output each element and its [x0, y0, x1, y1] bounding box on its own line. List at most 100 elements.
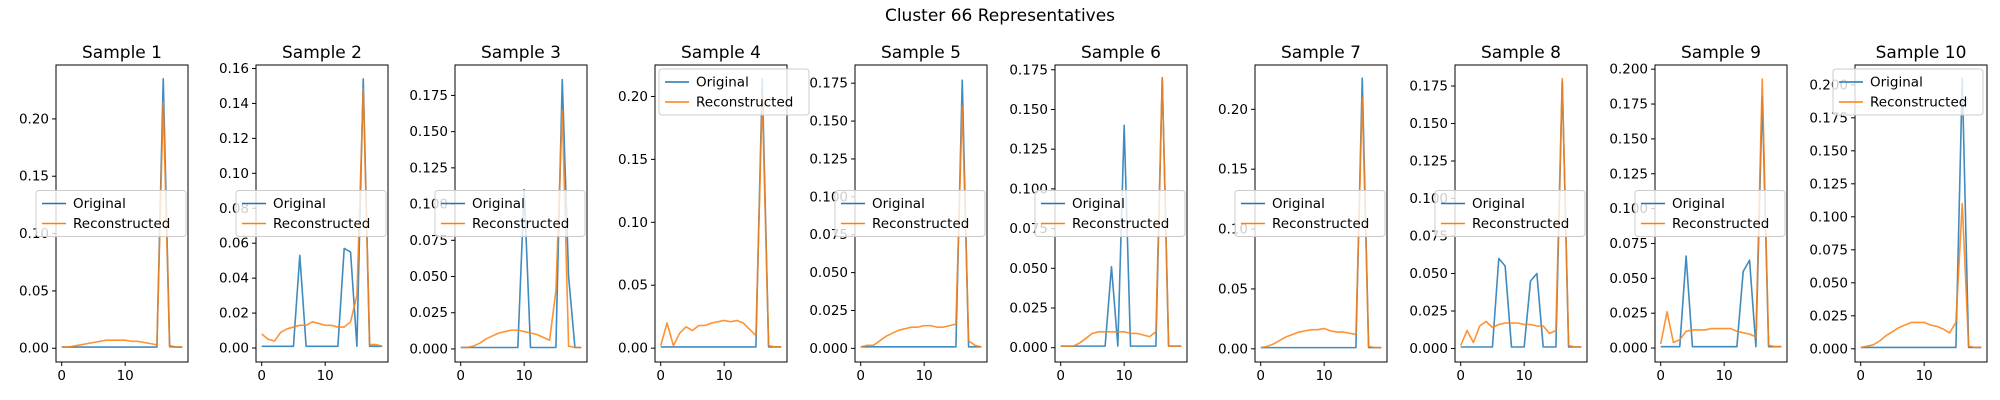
subplot-10-ytick-label: 0.000	[1809, 341, 1848, 357]
subplot-7-title: Sample 7	[1281, 43, 1361, 63]
subplot-9-legend-label-original: Original	[1672, 196, 1725, 212]
subplot-7-xtick-label: 0	[1256, 368, 1265, 384]
subplot-3-legend-label-reconstructed: Reconstructed	[472, 216, 569, 232]
subplot-9-legend-label-reconstructed: Reconstructed	[1672, 216, 1769, 232]
subplot-10-series-original	[1860, 77, 1982, 349]
subplot-4-ytick-label: 0.05	[618, 278, 648, 294]
subplot-1-title: Sample 1	[82, 43, 162, 63]
subplot-6-xtick-label: 10	[1116, 368, 1133, 384]
subplot-1-ytick-label: 0.15	[19, 169, 49, 185]
subplot-1-ytick-label: 0.00	[19, 341, 49, 357]
subplot-3-legend-box	[434, 190, 586, 237]
subplot-3-title: Sample 3	[481, 43, 561, 63]
subplot-2-legend-box	[235, 190, 387, 237]
subplot-7-ytick-label: 0.15	[1218, 162, 1248, 178]
subplot-1-series-reconstructed	[61, 100, 183, 348]
subplot-9-ytick-label: 0.200	[1609, 62, 1648, 78]
subplot-1-legend-label-reconstructed: Reconstructed	[73, 216, 170, 232]
subplot-5-ytick-label: 0.000	[809, 341, 848, 357]
subplot-7-series-reconstructed	[1260, 96, 1382, 349]
subplot-5-legend-label-reconstructed: Reconstructed	[872, 216, 969, 232]
subplot-2-ytick-label: 0.00	[219, 341, 249, 357]
subplot-10-ytick-label: 0.100	[1809, 209, 1848, 225]
subplot-8-ytick-label: 0.000	[1409, 341, 1448, 357]
subplot-5-title: Sample 5	[881, 43, 961, 63]
subplot-7-legend: Original Reconstructed	[1234, 190, 1386, 237]
subplot-10-ytick-label: 0.025	[1809, 308, 1848, 324]
subplot-9-ytick-label: 0.075	[1609, 236, 1648, 252]
subplot-4-legend-label-original: Original	[696, 75, 749, 91]
subplot-10-legend-box	[1832, 68, 1984, 116]
subplot-9-ytick-label: 0.000	[1609, 341, 1648, 357]
subplot-6-legend: Original Reconstructed	[1034, 190, 1186, 237]
subplot-8-legend-label-original: Original	[1472, 196, 1525, 212]
subplot-9-ytick-label: 0.150	[1609, 131, 1648, 147]
subplot-4-series-reconstructed	[659, 95, 782, 348]
subplot-1-xtick-label: 10	[117, 368, 134, 384]
subplot-10-xtick-label: 0	[1856, 368, 1865, 384]
subplot-9-ytick-label: 0.125	[1609, 166, 1648, 182]
subplot-1-legend-box	[35, 190, 187, 237]
subplot-8-ytick-label: 0.050	[1409, 266, 1448, 282]
subplot-1-ytick-label: 0.05	[19, 283, 49, 299]
subplot-6-ytick-label: 0.150	[1009, 102, 1048, 118]
subplot-5-ytick-label: 0.150	[809, 114, 848, 130]
subplot-9-legend: Original Reconstructed	[1634, 190, 1786, 237]
subplot-9: Sample 90.0000.0250.0500.0750.1000.1250.…	[1609, 43, 1788, 384]
subplot-5: Sample 50.0000.0250.0500.0750.1000.1250.…	[809, 43, 988, 384]
subplot-2: Sample 20.000.020.040.060.080.100.120.14…	[219, 43, 389, 384]
subplot-2-xtick-label: 0	[257, 368, 266, 384]
subplot-5-legend: Original Reconstructed	[834, 190, 986, 237]
subplot-3-ytick-label: 0.150	[409, 124, 448, 140]
subplot-8-ytick-label: 0.125	[1409, 154, 1448, 170]
subplot-1-xtick-label: 0	[57, 368, 66, 384]
subplot-2-ytick-label: 0.06	[219, 236, 249, 252]
subplot-7-ytick-label: 0.00	[1218, 341, 1248, 357]
subplot-8-ytick-label: 0.150	[1409, 116, 1448, 132]
subplot-2-series-reconstructed	[261, 88, 383, 348]
subplot-6-legend-label-reconstructed: Reconstructed	[1072, 216, 1169, 232]
subplot-6-title: Sample 6	[1081, 43, 1161, 63]
subplot-10-legend-label-reconstructed: Reconstructed	[1870, 95, 1967, 111]
subplot-6-ytick-label: 0.125	[1009, 142, 1048, 158]
subplot-6: Sample 60.0000.0250.0500.0750.1000.1250.…	[1009, 43, 1188, 384]
subplot-9-title: Sample 9	[1681, 43, 1761, 63]
subplot-4-ytick-label: 0.00	[618, 341, 648, 357]
subplot-6-ytick-label: 0.025	[1009, 301, 1048, 317]
subplot-3: Sample 30.0000.0250.0500.0750.1000.1250.…	[409, 43, 588, 384]
subplot-6-series-reconstructed	[1060, 76, 1182, 347]
subplot-1-legend-label-original: Original	[73, 196, 126, 212]
subplot-10-series-reconstructed	[1860, 202, 1982, 349]
subplot-4-frame	[654, 64, 788, 363]
subplot-2-ytick-label: 0.12	[219, 131, 249, 147]
subplot-1: Sample 10.000.050.100.150.200 10OriginalR…	[19, 43, 189, 384]
subplot-3-xtick-label: 0	[456, 368, 465, 384]
subplot-7-legend-box	[1234, 190, 1386, 237]
subplot-3-ytick-label: 0.025	[409, 305, 448, 321]
subplot-6-ytick-label: 0.175	[1009, 62, 1048, 78]
subplot-6-ytick-label: 0.000	[1009, 340, 1048, 356]
subplot-4-legend-box	[658, 68, 810, 116]
subplot-grid: Sample 10.000.050.100.150.200 10OriginalR…	[19, 43, 1988, 384]
subplot-2-legend-label-original: Original	[273, 196, 326, 212]
subplot-10-legend-label-original: Original	[1870, 75, 1923, 91]
subplot-10-ytick-label: 0.125	[1809, 176, 1848, 192]
subplot-3-ytick-label: 0.050	[409, 269, 448, 285]
subplot-1-ytick-label: 0.20	[19, 111, 49, 127]
subplot-4-xtick-label: 10	[716, 368, 733, 384]
subplot-8-xtick-label: 0	[1456, 368, 1465, 384]
subplot-5-ytick-label: 0.050	[809, 265, 848, 281]
subplot-10-title: Sample 10	[1876, 43, 1967, 63]
subplot-5-ytick-label: 0.175	[809, 76, 848, 92]
subplot-10-ytick-label: 0.150	[1809, 143, 1848, 159]
subplot-9-xtick-label: 10	[1716, 368, 1733, 384]
subplot-2-legend-label-reconstructed: Reconstructed	[273, 216, 370, 232]
subplot-3-legend: Original Reconstructed	[434, 190, 586, 237]
subplot-10-ytick-label: 0.050	[1809, 275, 1848, 291]
subplot-8-ytick-label: 0.025	[1409, 304, 1448, 320]
subplot-4-ytick-label: 0.15	[618, 152, 648, 168]
subplot-6-ytick-label: 0.050	[1009, 261, 1048, 277]
subplot-5-series-reconstructed	[860, 105, 982, 348]
subplot-2-xtick-label: 10	[317, 368, 334, 384]
